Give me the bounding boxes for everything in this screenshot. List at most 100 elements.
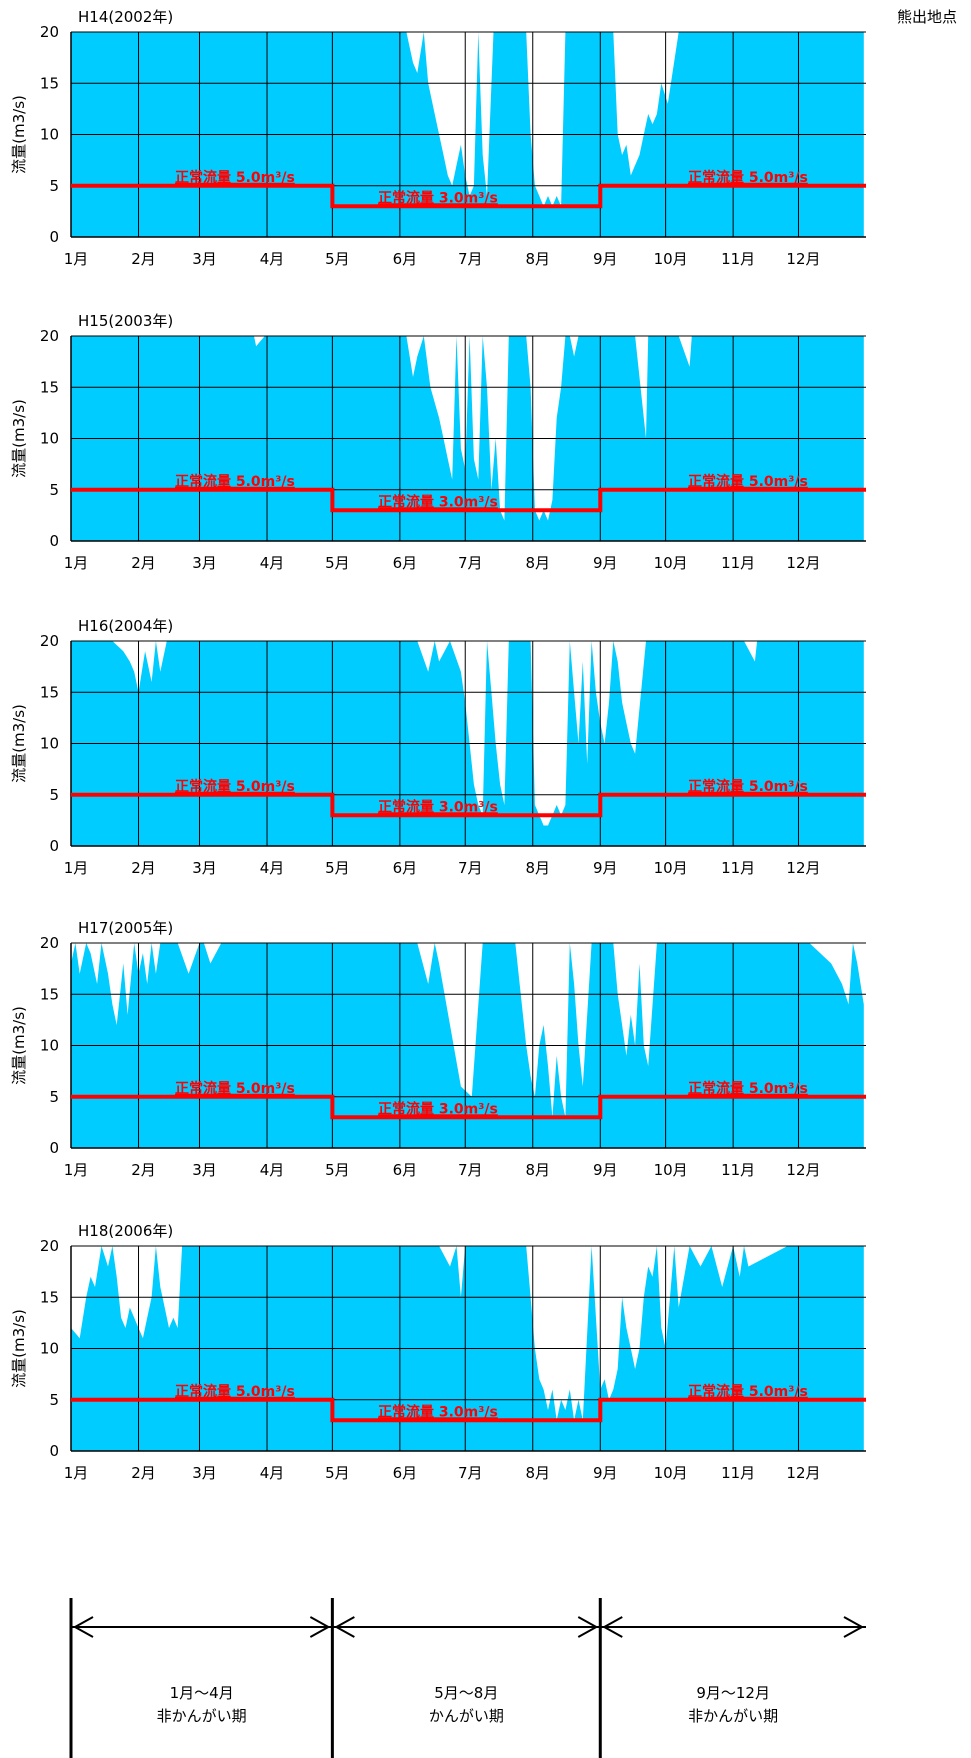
x-tick-label: 4月 bbox=[260, 859, 285, 877]
normal-flow-label: 正常流量 3.0m³/s bbox=[378, 189, 498, 206]
chart-title: H14(2002年) bbox=[78, 8, 173, 26]
y-tick-label: 15 bbox=[40, 985, 59, 1003]
x-tick-label: 9月 bbox=[593, 859, 618, 877]
x-tick-label: 4月 bbox=[260, 250, 285, 268]
x-tick-label: 4月 bbox=[260, 554, 285, 572]
x-tick-label: 11月 bbox=[721, 1161, 755, 1179]
y-tick-label: 10 bbox=[40, 1340, 59, 1358]
normal-flow-label: 正常流量 5.0m³/s bbox=[688, 778, 808, 795]
x-tick-label: 9月 bbox=[593, 1161, 618, 1179]
x-tick-label: 6月 bbox=[393, 554, 418, 572]
arrow-head-left bbox=[334, 1616, 355, 1638]
y-tick-label: 0 bbox=[49, 1139, 59, 1157]
y-tick-label: 20 bbox=[40, 934, 59, 952]
normal-flow-label: 正常流量 5.0m³/s bbox=[175, 1080, 295, 1097]
period-months: 5月～8月 bbox=[434, 1684, 498, 1702]
period-months: 1月～4月 bbox=[170, 1684, 234, 1702]
x-tick-label: 10月 bbox=[654, 250, 688, 268]
x-tick-label: 2月 bbox=[131, 859, 156, 877]
x-tick-label: 1月 bbox=[64, 1161, 89, 1179]
x-tick-label: 3月 bbox=[192, 1161, 217, 1179]
period-name: 非かんがい期 bbox=[157, 1707, 247, 1725]
y-tick-label: 15 bbox=[40, 74, 59, 92]
x-tick-label: 2月 bbox=[131, 1464, 156, 1482]
y-tick-label: 0 bbox=[49, 532, 59, 550]
normal-flow-label: 正常流量 5.0m³/s bbox=[688, 169, 808, 186]
x-tick-label: 7月 bbox=[458, 554, 483, 572]
normal-flow-line bbox=[71, 792, 866, 818]
normal-flow-label: 正常流量 5.0m³/s bbox=[688, 473, 808, 490]
y-tick-label: 20 bbox=[40, 632, 59, 650]
x-tick-label: 1月 bbox=[64, 1464, 89, 1482]
y-tick-label: 5 bbox=[49, 177, 59, 195]
arrow-head-right bbox=[843, 1616, 865, 1638]
period-name: かんがい期 bbox=[429, 1707, 504, 1725]
x-tick-label: 3月 bbox=[192, 554, 217, 572]
x-tick-label: 4月 bbox=[260, 1161, 285, 1179]
x-tick-label: 7月 bbox=[458, 1464, 483, 1482]
chart-title: H16(2004年) bbox=[78, 617, 173, 635]
y-tick-label: 5 bbox=[49, 786, 59, 804]
chart-title: H15(2003年) bbox=[78, 312, 173, 330]
x-tick-label: 1月 bbox=[64, 250, 89, 268]
x-tick-label: 10月 bbox=[654, 1464, 688, 1482]
y-tick-label: 0 bbox=[49, 228, 59, 246]
x-tick-label: 6月 bbox=[393, 1464, 418, 1482]
x-tick-label: 7月 bbox=[458, 859, 483, 877]
x-tick-label: 7月 bbox=[458, 1161, 483, 1179]
x-tick-label: 6月 bbox=[393, 1161, 418, 1179]
x-tick-label: 5月 bbox=[325, 554, 350, 572]
normal-flow-line bbox=[71, 183, 866, 209]
x-tick-label: 9月 bbox=[593, 1464, 618, 1482]
y-tick-label: 5 bbox=[49, 481, 59, 499]
x-tick-label: 4月 bbox=[260, 1464, 285, 1482]
y-tick-label: 10 bbox=[40, 735, 59, 753]
y-tick-label: 20 bbox=[40, 1237, 59, 1255]
x-tick-label: 11月 bbox=[721, 554, 755, 572]
y-axis-label: 流量(m3/s) bbox=[10, 95, 28, 174]
y-tick-label: 20 bbox=[40, 327, 59, 345]
x-tick-label: 8月 bbox=[525, 554, 550, 572]
y-axis-label: 流量(m3/s) bbox=[10, 399, 28, 478]
normal-flow-label: 正常流量 3.0m³/s bbox=[378, 798, 498, 815]
x-tick-label: 6月 bbox=[393, 859, 418, 877]
y-axis-label: 流量(m3/s) bbox=[10, 1309, 28, 1388]
normal-flow-line bbox=[71, 1397, 866, 1423]
normal-flow-label: 正常流量 5.0m³/s bbox=[175, 473, 295, 490]
y-tick-label: 15 bbox=[40, 1288, 59, 1306]
x-tick-label: 8月 bbox=[525, 1464, 550, 1482]
x-tick-label: 6月 bbox=[393, 250, 418, 268]
normal-flow-line bbox=[71, 1094, 866, 1120]
y-tick-label: 5 bbox=[49, 1088, 59, 1106]
chart-4: 正常流量 5.0m³/s 正常流量 3.0m³/s 正常流量 5.0m³/s 0 5 10… bbox=[10, 919, 866, 1179]
period-name: 非かんがい期 bbox=[688, 1707, 778, 1725]
x-tick-label: 3月 bbox=[192, 250, 217, 268]
x-tick-label: 9月 bbox=[593, 554, 618, 572]
x-tick-label: 12月 bbox=[786, 554, 820, 572]
chart-1: 正常流量 5.0m³/s 正常流量 3.0m³/s 正常流量 5.0m³/s 0 5 10… bbox=[10, 8, 866, 268]
arrow-head-left bbox=[72, 1616, 94, 1638]
x-tick-label: 8月 bbox=[525, 1161, 550, 1179]
chart-2: 正常流量 5.0m³/s 正常流量 3.0m³/s 正常流量 5.0m³/s 0 5 10… bbox=[10, 312, 866, 572]
y-tick-label: 10 bbox=[40, 430, 59, 448]
x-tick-label: 9月 bbox=[593, 250, 618, 268]
x-tick-label: 1月 bbox=[64, 554, 89, 572]
y-tick-label: 15 bbox=[40, 683, 59, 701]
x-tick-label: 10月 bbox=[654, 1161, 688, 1179]
normal-flow-label: 正常流量 5.0m³/s bbox=[688, 1383, 808, 1400]
x-tick-label: 2月 bbox=[131, 554, 156, 572]
x-tick-label: 5月 bbox=[325, 1161, 350, 1179]
x-tick-label: 8月 bbox=[525, 250, 550, 268]
chart-5: 正常流量 5.0m³/s 正常流量 3.0m³/s 正常流量 5.0m³/s 0 5 10… bbox=[10, 1222, 866, 1482]
y-tick-label: 5 bbox=[49, 1391, 59, 1409]
arrow-head-right bbox=[309, 1616, 331, 1638]
x-tick-label: 12月 bbox=[786, 250, 820, 268]
normal-flow-label: 正常流量 3.0m³/s bbox=[378, 1100, 498, 1117]
x-tick-label: 12月 bbox=[786, 859, 820, 877]
period-months: 9月～12月 bbox=[696, 1684, 770, 1702]
y-axis-label: 流量(m3/s) bbox=[10, 1006, 28, 1085]
chart-title: H17(2005年) bbox=[78, 919, 173, 937]
y-axis-label: 流量(m3/s) bbox=[10, 704, 28, 783]
normal-flow-label: 正常流量 5.0m³/s bbox=[175, 169, 295, 186]
